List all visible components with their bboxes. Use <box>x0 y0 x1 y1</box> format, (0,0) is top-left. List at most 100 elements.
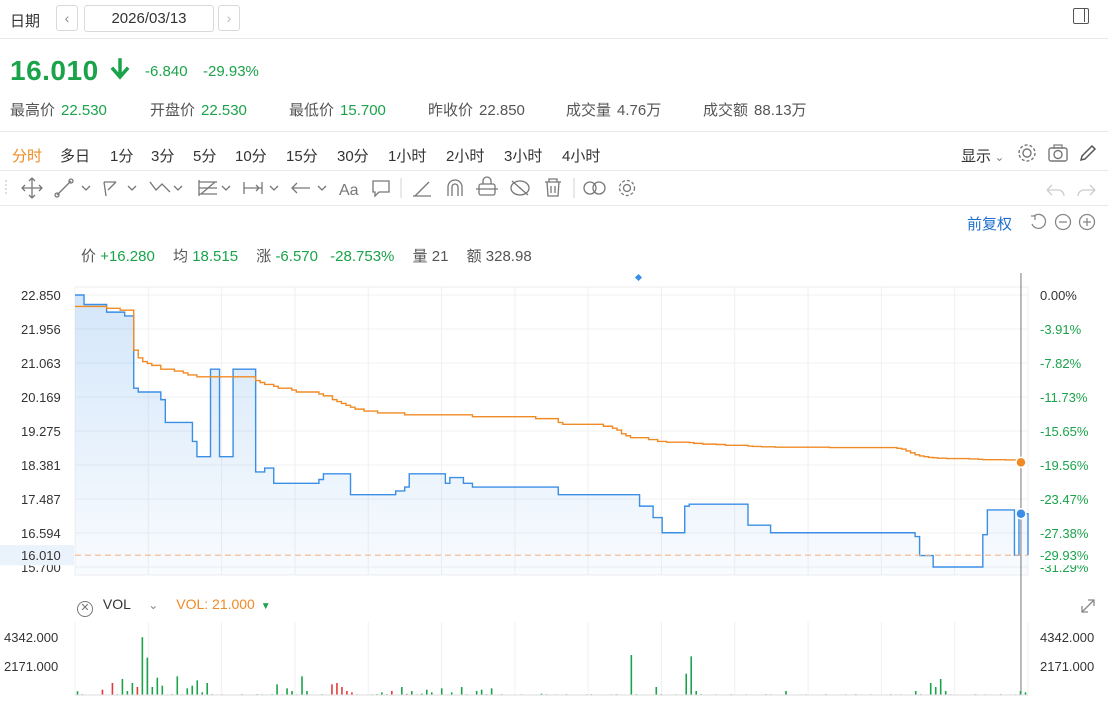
y-tick-label: 22.850 <box>21 288 61 303</box>
y-right-tick-label: -11.73% <box>1040 390 1088 405</box>
undo-icon <box>1046 184 1065 197</box>
y-right-tick-label: -23.47% <box>1040 492 1089 507</box>
next-date-button[interactable]: › <box>218 5 240 31</box>
line-icon <box>54 178 91 198</box>
vol-tick-label: 2171.000 <box>4 659 58 674</box>
tab-30min[interactable]: 30分 <box>337 148 369 165</box>
avg-cursor-dot <box>1015 456 1027 469</box>
tab-10min[interactable]: 10分 <box>235 148 267 165</box>
y-tick-label: 16.594 <box>21 526 61 541</box>
current-pct-label: -29.93% <box>1040 548 1089 563</box>
chevron-down-icon[interactable]: ⌄ <box>148 598 159 612</box>
y-tick-label: 20.169 <box>21 390 61 405</box>
current-price-tag <box>0 545 74 566</box>
price-line[interactable] <box>75 294 1029 568</box>
intraday-chart[interactable]: 22.850 0.00% 21.956 -3.91% 21.063 -7.82% 20.16… <box>0 265 1108 702</box>
chevron-left-icon: ‹ <box>64 10 70 26</box>
triangle-down-icon: ▼ <box>260 601 271 612</box>
price-cursor-dot <box>1015 507 1027 520</box>
zoom-controls <box>1031 213 1096 231</box>
link-icon <box>583 181 606 195</box>
drawing-toolbar: Aa <box>5 176 1096 199</box>
current-price: 16.010 <box>10 55 99 86</box>
tab-3h[interactable]: 3小时 <box>504 148 543 165</box>
tab-2h[interactable]: 2小时 <box>446 148 485 165</box>
reset-icon <box>1031 213 1047 230</box>
date-label: 日期 <box>10 13 41 30</box>
settings-icon[interactable] <box>1017 143 1037 163</box>
move-icon <box>21 177 43 199</box>
vol-title: VOL <box>102 596 131 612</box>
y-right-tick-label: -27.38% <box>1040 526 1089 541</box>
pen-icon <box>413 181 431 197</box>
settings-icon <box>618 179 636 197</box>
price-change: -6.840 <box>145 63 188 80</box>
y-tick-label: 19.275 <box>21 424 61 439</box>
vol-tick-label-right: 2171.000 <box>1040 659 1094 674</box>
crosshair-legend: 价 +16.280 均 18.515 涨 -6.570 -28.753% 量 2… <box>81 248 532 265</box>
chevron-right-icon: › <box>226 10 232 26</box>
zoom-out-icon <box>1054 213 1072 231</box>
redo-icon <box>1077 184 1096 197</box>
divider <box>0 131 1108 132</box>
y-tick-label: 18.381 <box>21 458 61 473</box>
pencil-icon[interactable] <box>1078 143 1098 163</box>
divider <box>0 205 1108 206</box>
fib-icon <box>198 180 231 196</box>
trash-icon <box>545 178 561 197</box>
camera-icon[interactable] <box>1047 143 1069 163</box>
tab-1min[interactable]: 1分 <box>110 148 134 165</box>
y-right-tick-label: -15.65% <box>1040 424 1089 439</box>
tab-5min[interactable]: 5分 <box>193 148 217 165</box>
y-right-tick-label: -19.56% <box>1040 458 1089 473</box>
vol-tick-label: 4342.000 <box>4 630 58 645</box>
wave-icon <box>149 181 183 193</box>
arrow-left-icon <box>291 182 327 194</box>
y-tick-label: 21.956 <box>21 322 61 337</box>
date-input[interactable]: 2026/03/13 <box>84 5 214 32</box>
close-circle-icon[interactable]: ✕ <box>77 601 93 617</box>
divider <box>0 170 1108 171</box>
magnet-icon <box>447 179 463 196</box>
vol-tick-label-right: 4342.000 <box>1040 630 1094 645</box>
stat-high: 最高价 22.530 <box>10 102 107 119</box>
expand-icon[interactable] <box>1079 597 1097 615</box>
stat-prev-close: 昨收价 22.850 <box>428 102 525 119</box>
stat-volume: 成交量 4.76万 <box>566 102 662 119</box>
text-icon: Aa <box>339 182 359 199</box>
arrow-down-icon <box>110 58 130 80</box>
tab-15min[interactable]: 15分 <box>286 148 318 165</box>
eye-off-icon <box>510 180 530 196</box>
prev-date-button[interactable]: ‹ <box>56 5 78 31</box>
tab-1h[interactable]: 1小时 <box>388 148 427 165</box>
tab-fenshi[interactable]: 分时 <box>12 148 43 165</box>
vol-legend: ✕ VOL ⌄ VOL: 21.000 ▼ <box>77 596 271 617</box>
y-right-tick-label: -3.91% <box>1040 322 1082 337</box>
avg-line[interactable] <box>75 305 1020 463</box>
adjust-link[interactable]: 前复权 <box>967 216 1013 233</box>
event-marker[interactable] <box>634 273 643 282</box>
measure-icon <box>243 182 279 194</box>
ray-icon <box>103 181 137 197</box>
tab-4h[interactable]: 4小时 <box>562 148 601 165</box>
tab-duori[interactable]: 多日 <box>60 148 91 165</box>
price-area <box>75 295 1028 575</box>
y-tick-label: 21.063 <box>21 356 61 371</box>
lock-icon <box>476 176 498 196</box>
y-right-tick-label: 0.00% <box>1040 288 1077 303</box>
current-price-label: 16.010 <box>21 548 61 563</box>
stat-open: 开盘价 22.530 <box>150 102 247 119</box>
y-tick-label: 17.487 <box>21 492 61 507</box>
stat-amount: 成交额 88.13万 <box>703 102 807 119</box>
tab-3min[interactable]: 3分 <box>151 148 175 165</box>
panel-icon[interactable] <box>1073 8 1089 24</box>
price-change-pct: -29.93% <box>203 63 259 80</box>
stat-low: 最低价 15.700 <box>289 102 386 119</box>
y-right-tick-label: -7.82% <box>1040 356 1082 371</box>
comment-icon <box>372 180 390 198</box>
current-pct-tag <box>1035 545 1105 566</box>
zoom-in-icon <box>1078 213 1096 231</box>
display-dropdown[interactable]: 显示 ⌄ <box>961 148 1005 165</box>
vol-value: VOL: 21.000 <box>176 596 255 612</box>
top-bar <box>0 0 1108 39</box>
